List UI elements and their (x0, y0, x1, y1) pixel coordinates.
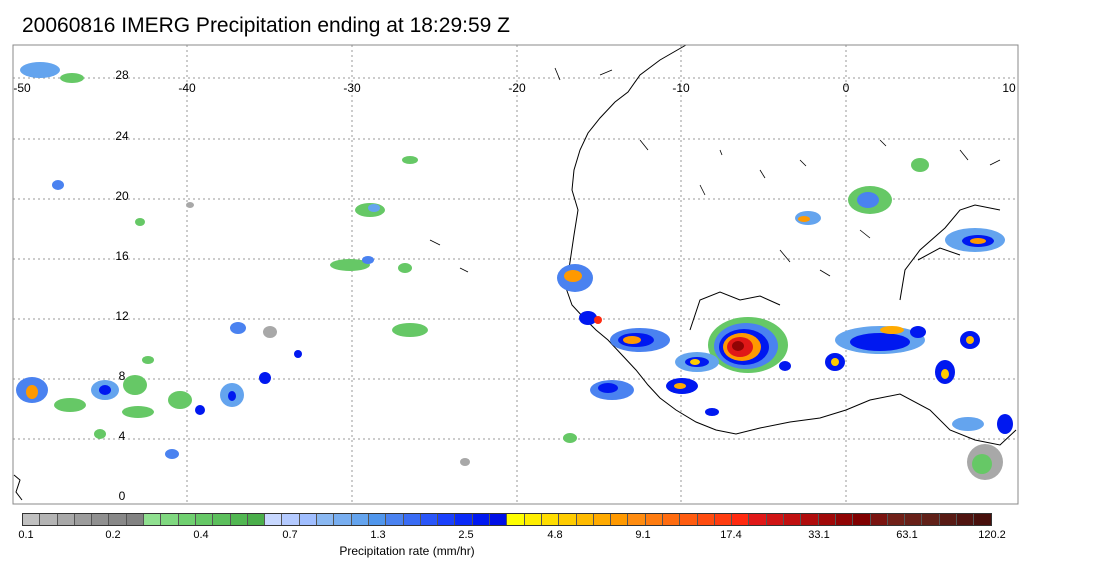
map-title: 20060816 IMERG Precipitation ending at 1… (22, 14, 510, 37)
colorbar-swatch (784, 514, 802, 525)
colorbar-swatch (213, 514, 231, 525)
colorbar-swatch (317, 514, 335, 525)
colorbar-swatch (801, 514, 819, 525)
colorbar-swatch (524, 514, 542, 525)
colorbar-swatch (438, 514, 456, 525)
precipitation-map: -50 -40 -30 -20 -10 0 10 28 24 20 16 12 … (12, 44, 1019, 505)
colorbar-ticks: 0.1 0.2 0.4 0.7 1.3 2.5 4.8 9.1 17.4 33.… (0, 529, 1101, 545)
colorbar-swatch (611, 514, 629, 525)
colorbar-swatch (714, 514, 733, 525)
colorbar-swatch (835, 514, 854, 525)
lon-label: -30 (343, 81, 361, 95)
precipitation-cells (16, 62, 1013, 480)
colorbar-swatch (161, 514, 179, 525)
colorbar-tick-label: 4.8 (547, 529, 563, 541)
lat-label: 4 (119, 429, 126, 443)
colorbar-swatch (74, 514, 93, 525)
lon-label: -50 (13, 81, 31, 95)
colorbar-swatch (282, 514, 300, 525)
colorbar-swatch (922, 514, 940, 525)
colorbar-swatch (247, 514, 266, 525)
colorbar-tick-label: 120.2 (978, 529, 1006, 541)
lon-label: 10 (1002, 81, 1016, 95)
colorbar-swatch (507, 514, 525, 525)
colorbar-tick-label: 0.7 (282, 529, 298, 541)
colorbar-tick-label: 0.4 (193, 529, 209, 541)
colorbar-swatch (628, 514, 646, 525)
colorbar-swatch (490, 514, 508, 525)
colorbar-swatch (939, 514, 958, 525)
colorbar-tick-label: 1.3 (370, 529, 386, 541)
lat-label: 8 (119, 369, 126, 383)
colorbar-swatch (230, 514, 248, 525)
colorbar-swatch (818, 514, 836, 525)
lon-label: 0 (843, 81, 850, 95)
colorbar-swatch (178, 514, 196, 525)
lat-label: 24 (115, 129, 129, 143)
colorbar-swatch (957, 514, 975, 525)
colorbar-swatch (662, 514, 681, 525)
colorbar-swatch (334, 514, 352, 525)
colorbar-swatch (144, 514, 162, 525)
lon-label: -40 (178, 81, 196, 95)
colorbar-swatch (386, 514, 404, 525)
colorbar-swatch (645, 514, 663, 525)
colorbar-swatch (870, 514, 888, 525)
coastline (13, 44, 1017, 501)
lon-label: -20 (508, 81, 526, 95)
colorbar-units-label: Precipitation rate (mm/hr) (339, 544, 475, 558)
colorbar-swatch (126, 514, 145, 525)
lat-label: 12 (115, 309, 129, 323)
colorbar-tick-label: 2.5 (458, 529, 474, 541)
colorbar-swatch (265, 514, 283, 525)
colorbar-swatch (974, 514, 991, 525)
colorbar-swatch (853, 514, 871, 525)
colorbar-tick-label: 9.1 (635, 529, 651, 541)
lat-label: 20 (115, 189, 129, 203)
colorbar-swatch (57, 514, 75, 525)
inland-boundaries (429, 67, 1001, 277)
colorbar-swatch (109, 514, 127, 525)
colorbar-tick-label: 0.2 (105, 529, 121, 541)
longitude-labels: -50 -40 -30 -20 -10 0 10 (13, 81, 1016, 95)
colorbar-swatch (541, 514, 560, 525)
colorbar-tick-label: 17.4 (720, 529, 742, 541)
colorbar-swatch (732, 514, 750, 525)
colorbar (22, 513, 992, 526)
colorbar-swatch (749, 514, 767, 525)
colorbar-swatch (766, 514, 785, 525)
colorbar-swatch (195, 514, 214, 525)
map-frame (12, 44, 1019, 505)
colorbar-swatch (593, 514, 612, 525)
colorbar-tick-label: 0.1 (18, 529, 34, 541)
latitude-labels: 28 24 20 16 12 8 4 0 (115, 68, 129, 503)
colorbar-swatch (40, 514, 58, 525)
colorbar-swatch (887, 514, 906, 525)
colorbar-swatch (403, 514, 421, 525)
colorbar-swatch (697, 514, 715, 525)
colorbar-swatch (23, 514, 41, 525)
colorbar-swatch (92, 514, 110, 525)
lat-lon-grid (13, 45, 1018, 504)
colorbar-swatch (576, 514, 594, 525)
lon-label: -10 (672, 81, 690, 95)
colorbar-swatch (680, 514, 698, 525)
colorbar-swatch (559, 514, 577, 525)
colorbar-swatch (472, 514, 491, 525)
colorbar-swatch (455, 514, 473, 525)
lat-label: 28 (115, 68, 129, 82)
colorbar-tick-label: 33.1 (808, 529, 830, 541)
lat-label: 16 (115, 249, 129, 263)
colorbar-swatch (351, 514, 369, 525)
colorbar-tick-label: 63.1 (896, 529, 918, 541)
colorbar-swatch (368, 514, 387, 525)
colorbar-swatch (299, 514, 318, 525)
colorbar-swatch (905, 514, 923, 525)
colorbar-swatch (420, 514, 439, 525)
lat-label: 0 (119, 489, 126, 503)
